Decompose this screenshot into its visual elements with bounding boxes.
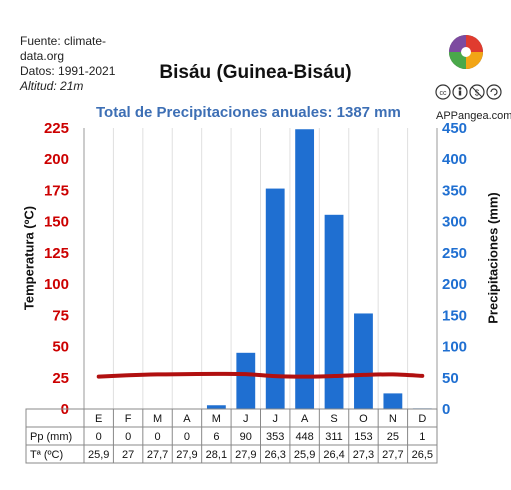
left-tick-label: 200 [44, 151, 69, 168]
svg-text:cc: cc [440, 90, 448, 97]
table-cell: 27,9 [235, 449, 256, 461]
right-axis-ticks: 0 50 100 150 200 250 300 350 400 450 [442, 120, 467, 418]
month-label-4: M [212, 413, 221, 425]
temperature-line [96, 371, 425, 379]
cc-icon: cc [435, 84, 451, 100]
table-cell: 27,9 [176, 449, 197, 461]
by-icon [452, 84, 468, 100]
bar-4 [206, 405, 226, 409]
precipitation-bars [206, 129, 432, 409]
left-tick-label: 175 [44, 182, 69, 199]
month-label-9: O [359, 413, 368, 425]
right-tick-label: 300 [442, 214, 467, 231]
table-cell: 0 [96, 431, 102, 443]
table-cell: 25 [387, 431, 399, 443]
source-line-2: data.org [20, 49, 65, 63]
table-cell: 27,7 [382, 449, 403, 461]
month-label-1: F [125, 413, 132, 425]
bar-9 [354, 313, 373, 409]
table-cell: 90 [240, 431, 252, 443]
table-cell: 311 [325, 431, 343, 443]
left-tick-label: 100 [44, 276, 69, 293]
chart-title: Bisáu (Guinea-Bisáu) [159, 62, 352, 83]
bar-8 [324, 214, 344, 409]
grid-lines [112, 128, 409, 409]
right-tick-label: 250 [442, 245, 467, 262]
source-info: Fuente: climate- data.org Datos: 1991-20… [20, 34, 140, 94]
altitude: Altitud: 21m [20, 79, 84, 93]
bar-6 [265, 188, 285, 409]
right-tick-label: 450 [442, 120, 467, 137]
table-cell: 26,4 [323, 449, 344, 461]
right-tick-label: 150 [442, 307, 467, 324]
month-label-7: A [301, 413, 309, 425]
table-cell: 353 [266, 431, 284, 443]
chart-subtitle: Total de Precipitaciones anuales: 1387 m… [96, 104, 401, 121]
left-tick-label: 225 [44, 120, 69, 137]
table-cell: 25,9 [294, 449, 315, 461]
nc-icon: $ [469, 84, 485, 100]
table-cell: 1 [419, 431, 425, 443]
bar-7 [295, 129, 315, 409]
right-tick-label: 200 [442, 276, 467, 293]
table-cell: 6 [213, 431, 219, 443]
right-tick-label: 50 [442, 370, 459, 387]
table-cell: 27 [122, 449, 134, 461]
table-cell: 153 [354, 431, 372, 443]
sa-icon [486, 84, 502, 100]
data-period: Datos: 1991-2021 [20, 64, 116, 78]
table-cell: 0 [154, 431, 160, 443]
right-tick-label: 100 [442, 339, 467, 356]
source-line-1: Fuente: climate- [20, 34, 107, 48]
table-cell: 27,7 [147, 449, 168, 461]
month-label-10: N [389, 413, 397, 425]
right-tick-label: 350 [442, 182, 467, 199]
temperature-series-line [96, 371, 425, 379]
left-tick-label: 75 [52, 307, 69, 324]
table-cell: 27,3 [353, 449, 374, 461]
right-tick-label: 400 [442, 151, 467, 168]
month-label-3: A [183, 413, 191, 425]
left-tick-label: 125 [44, 245, 69, 262]
month-label-6: J [272, 413, 278, 425]
table-cell: 25,9 [88, 449, 109, 461]
table-cell: 0 [125, 431, 131, 443]
table-cell: 448 [295, 431, 313, 443]
table-row-label: Pp (mm) [30, 431, 72, 443]
appangea-logo [449, 35, 483, 69]
data-table: E F M A M J J A S O N D Pp (mm) 0 0 0 0 6 90 353 448 311 153 25… [25, 408, 438, 464]
month-label-0: E [95, 413, 102, 425]
license-icons: cc $ [435, 84, 502, 100]
month-label-11: D [418, 413, 426, 425]
table-row-label: Tª (ºC) [30, 449, 63, 461]
month-label-8: S [330, 413, 337, 425]
table-cell: 0 [184, 431, 190, 443]
bar-5 [236, 352, 256, 409]
right-tick-label: 0 [442, 401, 450, 418]
bar-10 [383, 393, 403, 409]
month-label-2: M [153, 413, 162, 425]
table-cell: 26,3 [264, 449, 285, 461]
table-cell: 28,1 [206, 449, 227, 461]
left-tick-label: 150 [44, 214, 69, 231]
table-cell: 26,5 [412, 449, 433, 461]
left-tick-label: 25 [52, 370, 69, 387]
brand-label: APPangea.com [436, 110, 511, 122]
month-label-5: J [243, 413, 249, 425]
left-tick-label: 50 [52, 339, 69, 356]
svg-text:$: $ [475, 89, 480, 98]
